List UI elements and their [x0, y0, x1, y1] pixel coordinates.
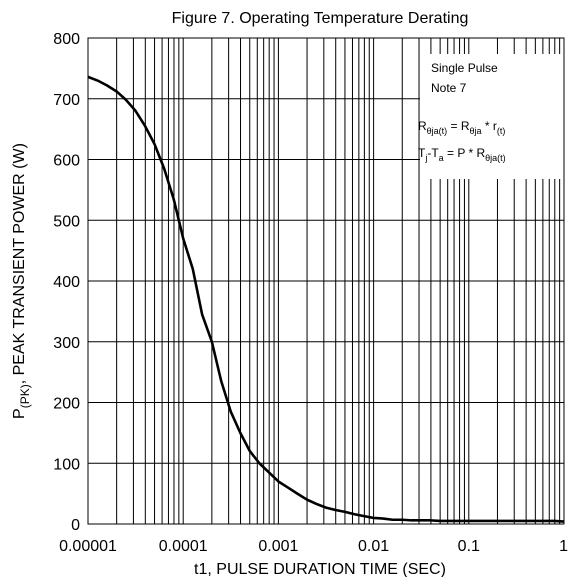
eq2-t: T	[418, 146, 426, 160]
x-tick-label: 0.0001	[159, 538, 208, 555]
x-tick-labels: 0.00001 0.0001 0.001 0.01 0.1 1	[59, 538, 568, 555]
eq2-sub3: θja(t)	[485, 153, 506, 163]
x-tick-label: 0.1	[458, 538, 480, 555]
y-tick-label: 300	[53, 335, 80, 352]
eq1-r: R	[418, 119, 427, 133]
y-tick-label: 500	[53, 213, 80, 230]
annotation-box: Single Pulse Note 7 Rθja(t) = Rθja * r(t…	[418, 54, 564, 179]
eq1-sub2: θja	[470, 126, 482, 136]
eq2-dash: -T	[427, 146, 439, 160]
y-tick-labels: 0 100 200 300 400 500 600 700 800	[53, 31, 80, 534]
eq1-sub3: (t)	[497, 126, 506, 136]
y-tick-label: 0	[71, 517, 80, 534]
y-tick-label: 200	[53, 396, 80, 413]
eq2-sub1: j	[424, 153, 427, 163]
y-tick-label: 800	[53, 31, 80, 48]
eq1-sub1: θja(t)	[427, 126, 448, 136]
annotation-line-2: Note 7	[431, 81, 467, 95]
x-tick-label: 0.001	[258, 538, 298, 555]
x-tick-label: 0.00001	[59, 538, 117, 555]
eq2-mid: = P * R	[444, 146, 486, 160]
eq1-equals: = R	[447, 119, 470, 133]
y-tick-label: 100	[53, 456, 80, 473]
annotation-line-1: Single Pulse	[431, 61, 498, 75]
eq2-sub2: a	[439, 153, 444, 163]
eq1-mid: * r	[482, 119, 497, 133]
annotation-background	[420, 54, 564, 179]
annotation-equation-1: Rθja(t) = Rθja * r(t)	[418, 119, 505, 136]
grid	[87, 37, 564, 525]
annotation-equation-2: Tj-Ta = P * Rθja(t)	[418, 146, 506, 163]
y-axis-label-main: P	[11, 408, 28, 419]
x-tick-label: 1	[559, 538, 568, 555]
y-tick-label: 700	[53, 92, 80, 109]
x-tick-label: 0.01	[358, 538, 389, 555]
y-tick-label: 600	[53, 153, 80, 170]
series-line	[87, 75, 565, 523]
x-axis-label: t1, PULSE DURATION TIME (SEC)	[194, 561, 446, 577]
y-axis-label-subscript: (PK)	[18, 384, 32, 408]
y-axis-label: P(PK), PEAK TRANSIENT POWER (W)	[11, 143, 32, 419]
y-tick-label: 400	[53, 274, 80, 291]
chart-title: Figure 7. Operating Temperature Derating	[172, 10, 469, 27]
y-axis-label-rest: , PEAK TRANSIENT POWER (W)	[11, 143, 28, 384]
plot-frame	[87, 37, 565, 525]
